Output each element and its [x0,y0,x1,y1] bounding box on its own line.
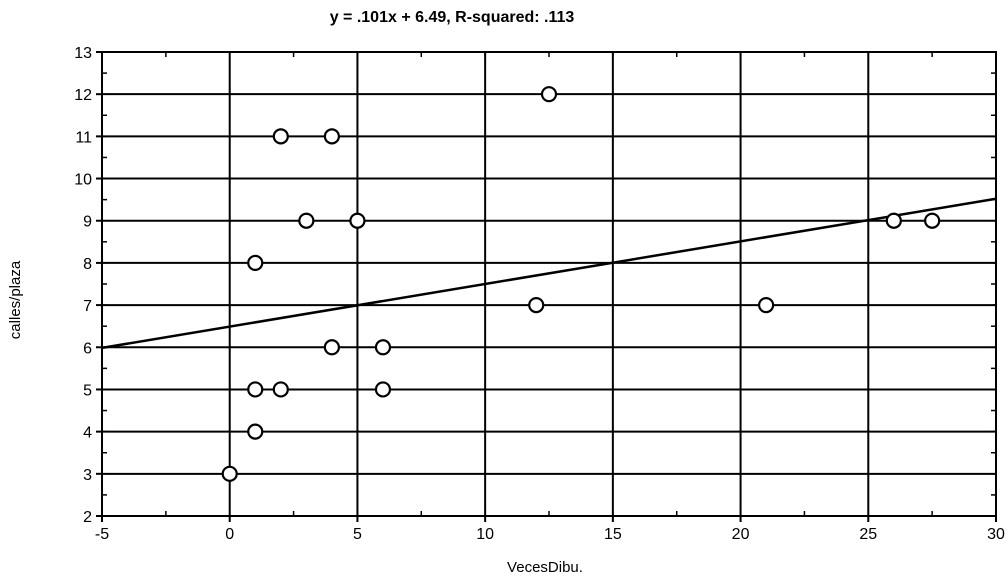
y-tick-label: 11 [75,129,92,146]
x-tick-label: 10 [476,526,494,543]
y-tick-label: 9 [83,214,92,231]
x-tick-label: 0 [225,526,234,543]
y-tick-label: 8 [83,256,92,273]
y-tick-label: 5 [83,382,92,399]
y-tick-label: 4 [83,425,92,442]
x-tick-label: 5 [353,526,362,543]
data-point [528,296,545,314]
data-point [924,212,941,229]
data-point [247,381,264,398]
data-point [323,339,340,356]
data-point [272,381,289,398]
regression-line-group [101,197,997,350]
plot-frame [101,51,997,517]
data-points [221,86,941,482]
regression-line [101,197,997,350]
chart-title: y = .101x + 6.49, R-squared: .113 [330,9,575,26]
x-tick-label: 15 [604,526,622,543]
x-tick-label: 30 [987,526,1005,543]
data-point [374,339,392,356]
y-tick-label: 6 [83,340,92,357]
y-tick-label: 12 [74,87,92,104]
x-tick-label: 25 [859,526,877,543]
y-tick-label: 7 [83,298,92,315]
x-axis-label: VecesDibu. [507,559,583,576]
y-tick-label: 3 [83,467,92,484]
y-tick-label: 13 [74,45,92,62]
data-point [540,86,558,103]
x-tick-label: -5 [95,526,109,543]
y-axis-label: calles/plaza [7,260,24,339]
data-point [374,381,392,398]
y-tick-labels: 2 3 4 5 6 7 8 9 10 11 12 13 [74,45,92,526]
data-point [272,128,289,145]
data-point [323,128,340,145]
data-point [349,212,366,229]
y-tick-label: 2 [83,509,92,526]
data-point [885,212,902,229]
grid-lines [101,51,997,517]
data-point [298,212,315,229]
x-tick-label: 20 [732,526,750,543]
data-point [247,254,264,272]
data-point [758,296,775,314]
data-point [221,465,238,482]
minor-ticks [96,51,997,522]
data-point [247,423,264,440]
y-tick-label: 10 [74,172,92,189]
x-tick-labels: -5 0 5 10 15 20 25 30 [95,526,1005,543]
